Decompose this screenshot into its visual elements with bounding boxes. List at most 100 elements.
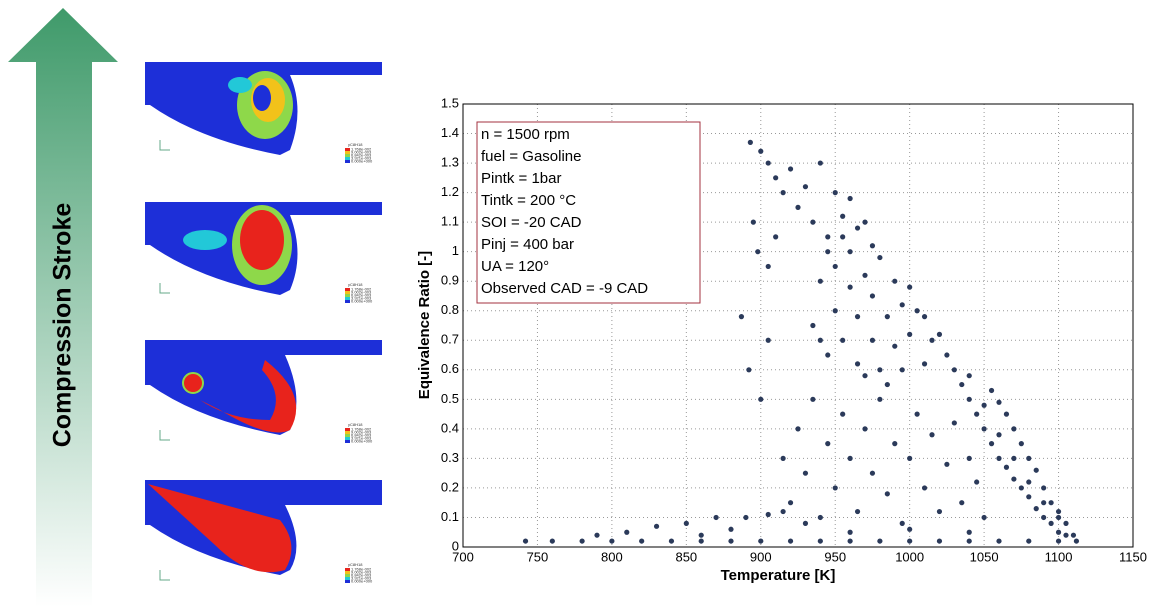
data-point — [936, 538, 943, 544]
data-point — [832, 263, 838, 270]
data-point — [817, 160, 823, 166]
contour-legend: yC8H181.768e-0029.002e-0036.842e-0033.92… — [345, 282, 373, 304]
data-point — [1055, 529, 1062, 535]
legend-title: yC8H18 — [348, 562, 363, 567]
data-point — [773, 234, 779, 240]
data-point — [847, 284, 853, 290]
data-point — [1041, 485, 1047, 491]
legend-label: 1.768e-002 — [351, 147, 372, 152]
x-axis-label: Temperature [K] — [721, 567, 836, 584]
legend-label: 0.000e+000 — [351, 579, 373, 584]
data-point — [914, 308, 920, 314]
plot-frame — [462, 103, 1134, 548]
data-point — [966, 538, 972, 544]
data-point — [780, 190, 786, 196]
y-tick-label: 0.7 — [441, 332, 459, 347]
data-point — [1063, 532, 1069, 538]
data-point — [1041, 500, 1047, 506]
legend-label: 1.768e-002 — [351, 287, 372, 292]
data-point — [959, 381, 965, 388]
data-point — [713, 514, 719, 521]
data-point — [795, 204, 801, 210]
data-point — [944, 352, 950, 358]
data-point — [847, 455, 853, 461]
data-point — [1033, 467, 1039, 473]
data-point — [966, 373, 972, 379]
x-tick-label: 700 — [452, 549, 474, 564]
data-point — [624, 529, 630, 535]
data-point — [840, 213, 846, 219]
data-point — [639, 538, 645, 544]
data-point — [974, 479, 980, 485]
data-point — [522, 538, 529, 544]
data-point — [765, 160, 771, 166]
data-point — [1011, 476, 1017, 482]
contour-panel — [145, 340, 382, 441]
data-point — [795, 426, 801, 432]
data-point — [877, 538, 883, 544]
data-point — [758, 396, 764, 402]
y-tick-label: 0.5 — [441, 391, 459, 406]
data-point — [1026, 479, 1032, 485]
data-point — [877, 254, 883, 261]
data-point — [847, 529, 853, 535]
data-point — [981, 402, 987, 408]
data-point — [862, 426, 868, 432]
data-point — [825, 352, 831, 358]
annotation-line: Tintk = 200 °C — [481, 192, 576, 209]
x-tick-label: 1050 — [970, 549, 999, 564]
data-point — [869, 243, 876, 249]
data-point — [817, 278, 823, 284]
legend-title: yC8H18 — [348, 422, 363, 427]
legend-title: yC8H18 — [348, 282, 363, 287]
data-point — [802, 520, 809, 526]
legend-label: 3.921e-003 — [351, 576, 372, 581]
data-point — [832, 190, 838, 196]
legend-label: 0.000e+000 — [351, 159, 373, 164]
annotation-line: Observed CAD = -9 CAD — [481, 280, 648, 297]
data-point — [579, 538, 585, 544]
y-tick-label: 0.8 — [441, 302, 459, 317]
data-point — [825, 441, 831, 447]
stroke-arrow — [8, 8, 118, 607]
y-tick-label: 0.1 — [441, 509, 459, 524]
legend-label: 3.921e-003 — [351, 156, 372, 161]
y-tick-label: 1.1 — [441, 214, 459, 229]
annotation-box — [476, 121, 701, 304]
legend-label: 1.768e-002 — [351, 567, 372, 572]
y-tick-label: 0.2 — [441, 479, 459, 494]
data-point — [1003, 411, 1010, 417]
data-point — [884, 381, 890, 388]
data-point — [869, 337, 876, 343]
data-point — [817, 538, 823, 544]
data-point — [907, 331, 913, 337]
data-point — [854, 225, 861, 231]
data-point — [921, 361, 928, 367]
data-point — [1048, 520, 1054, 526]
data-point — [738, 314, 745, 320]
data-point — [758, 538, 764, 544]
y-tick-label: 1.2 — [441, 184, 459, 199]
data-point — [825, 249, 831, 255]
data-point — [869, 470, 876, 476]
data-point — [810, 219, 816, 225]
data-point — [862, 272, 868, 278]
data-point — [780, 508, 786, 515]
data-point — [892, 278, 898, 284]
annotation-line: UA = 120° — [481, 258, 549, 275]
data-point — [847, 195, 853, 202]
legend-label: 9.002e-003 — [351, 150, 372, 155]
data-point — [936, 331, 943, 337]
data-point — [1026, 538, 1032, 544]
data-point — [981, 514, 987, 521]
data-point — [951, 420, 957, 426]
data-point — [549, 538, 555, 544]
data-point — [1018, 441, 1024, 447]
data-point — [892, 441, 898, 447]
data-point — [996, 538, 1002, 544]
y-tick-label: 1.3 — [441, 155, 459, 170]
data-point — [907, 284, 913, 290]
data-point — [914, 411, 920, 417]
data-point — [921, 314, 928, 320]
legend-label: 0.000e+000 — [351, 439, 373, 444]
